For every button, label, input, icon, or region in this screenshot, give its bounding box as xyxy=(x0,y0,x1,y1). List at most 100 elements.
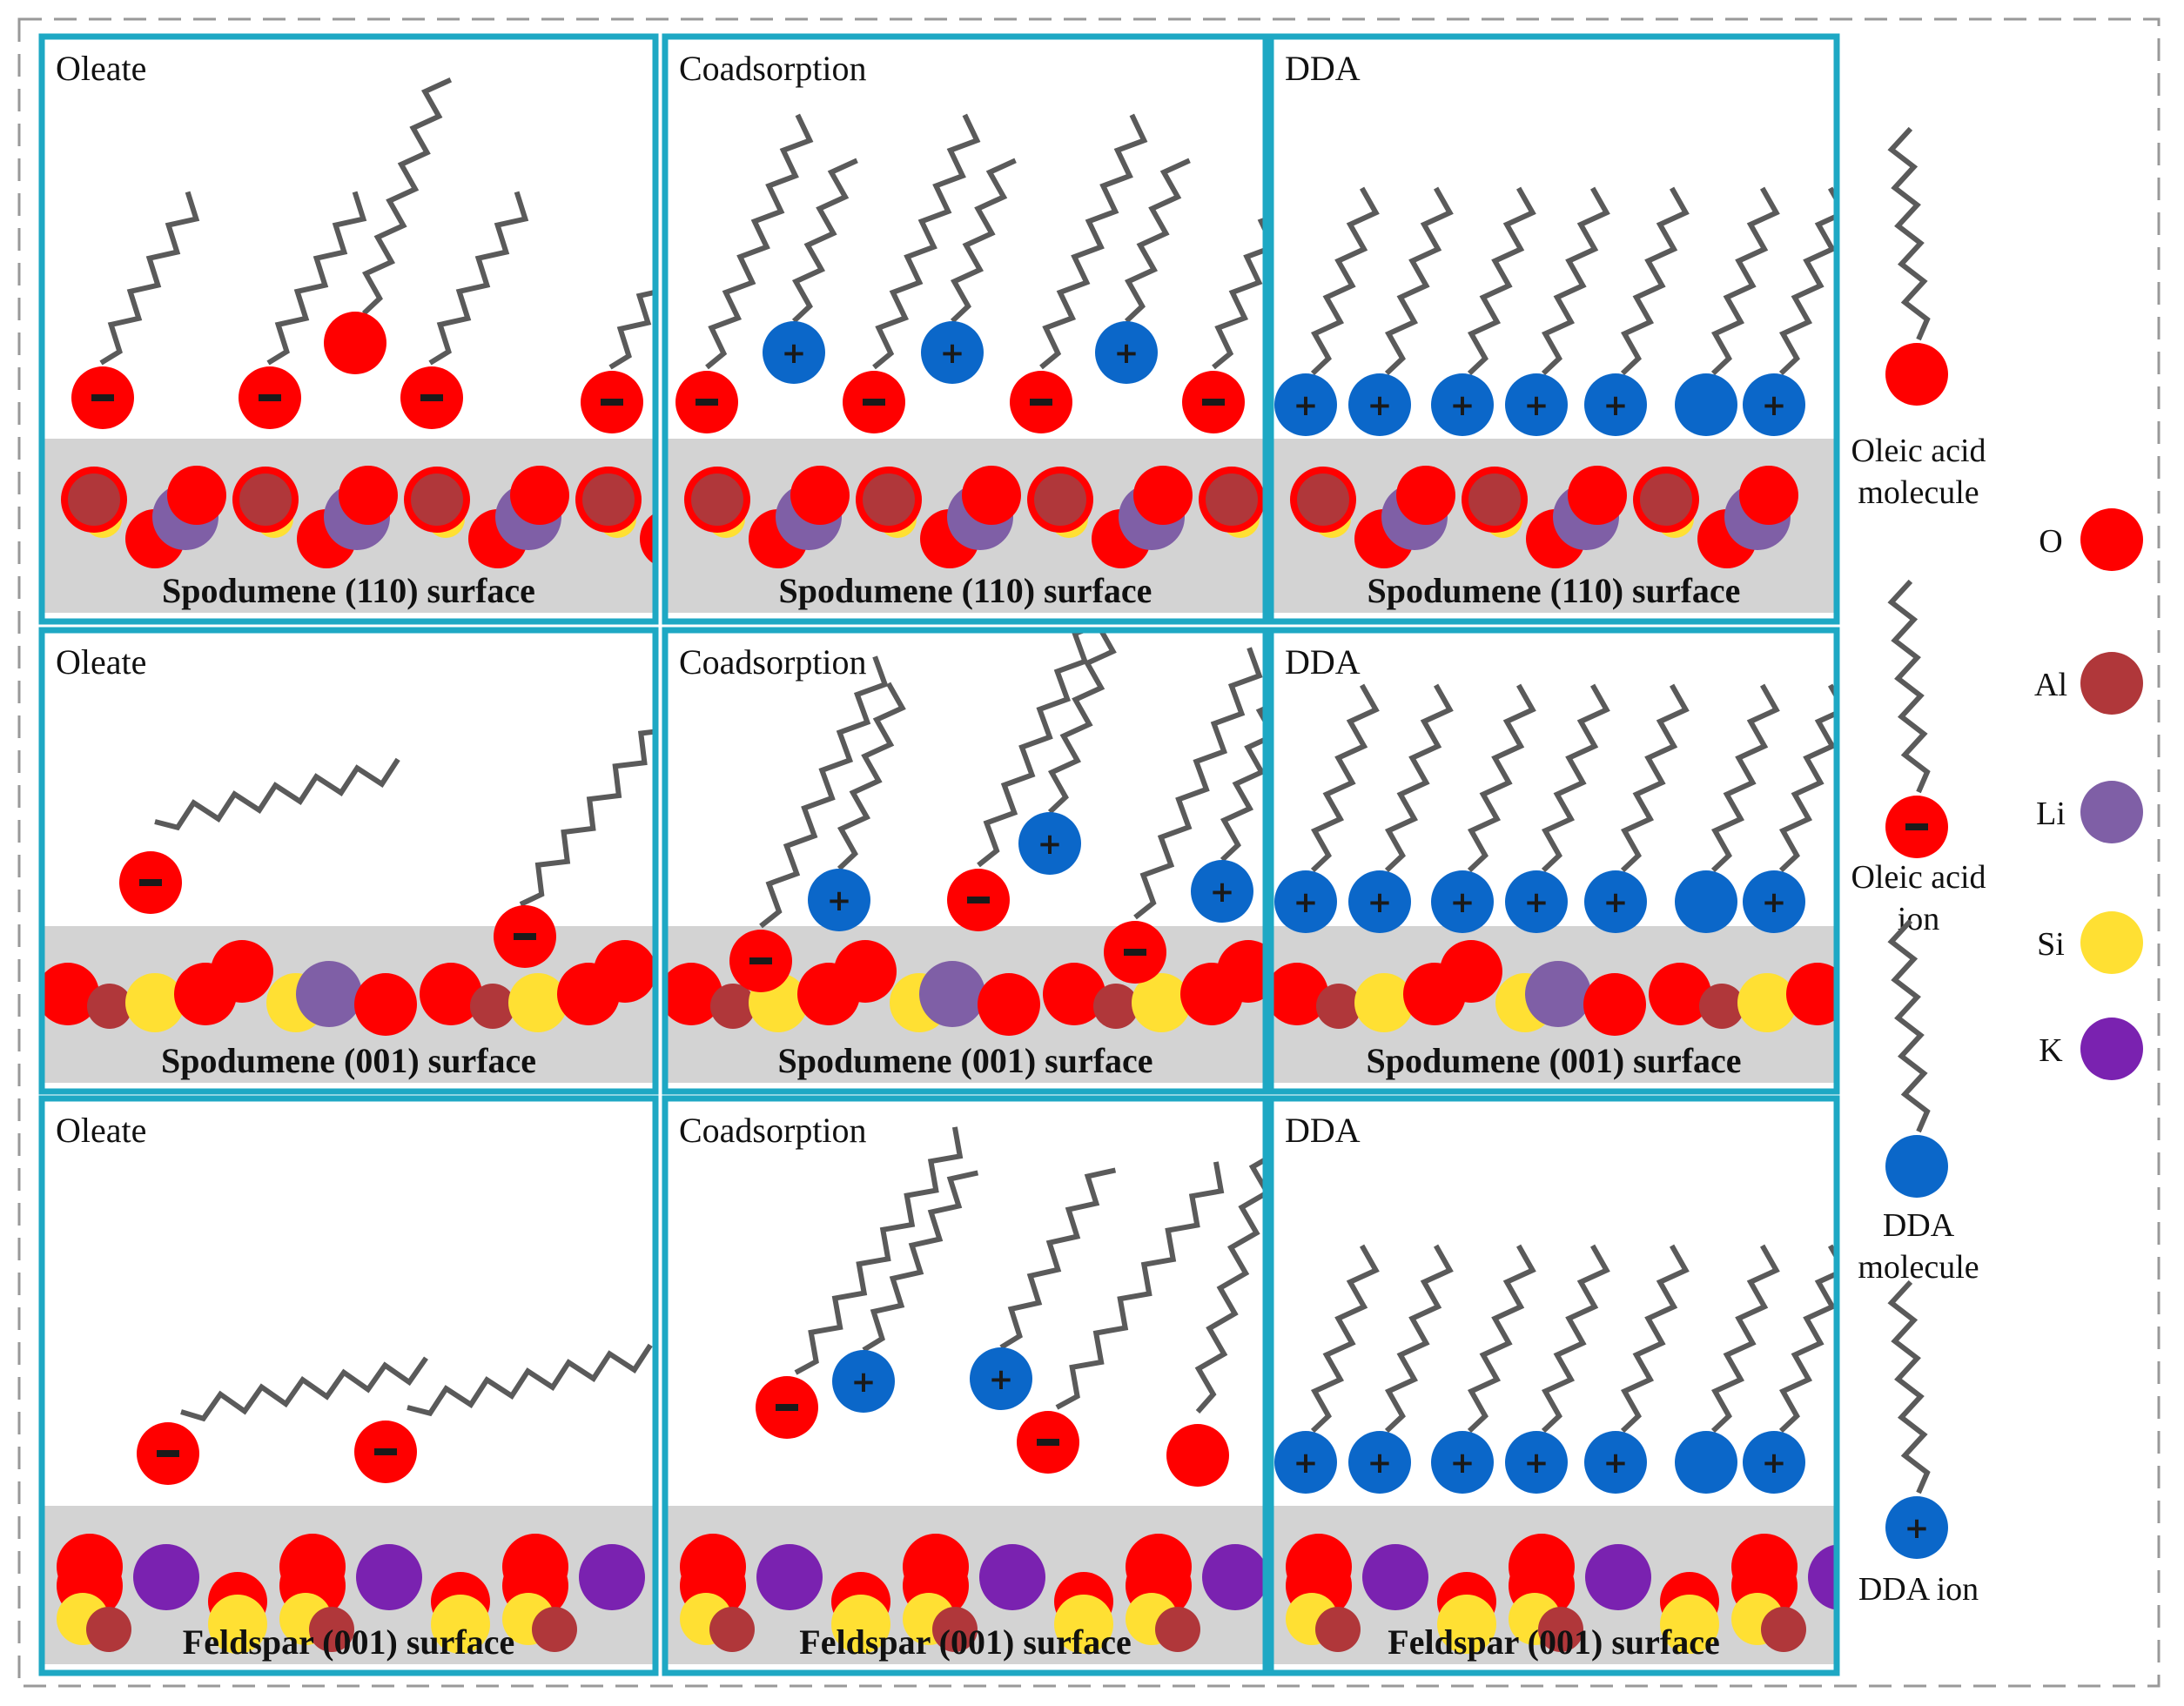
atom xyxy=(1354,973,1414,1032)
legend-atom-symbol: K xyxy=(2039,1032,2063,1069)
panel-title: Oleate xyxy=(56,642,146,682)
o-atom xyxy=(279,1534,346,1600)
dda-chain xyxy=(1384,1244,1454,1434)
si-atom xyxy=(1660,1595,1719,1654)
k-atom xyxy=(1202,1544,1266,1610)
al-atom xyxy=(1468,474,1521,526)
dda-ion-plus: + xyxy=(1294,1446,1319,1481)
dda-chain xyxy=(1124,158,1191,324)
al-atom xyxy=(1640,474,1692,526)
oleate-ion-minus xyxy=(776,1404,798,1411)
legend-atom-o: O xyxy=(2039,508,2143,571)
oleate-chain xyxy=(1133,647,1263,920)
oleate-chain xyxy=(1212,217,1266,370)
atom xyxy=(296,961,362,1027)
o-atom xyxy=(1568,466,1627,525)
atom xyxy=(1132,973,1191,1032)
surface-label: Spodumene (001) surface xyxy=(161,1041,536,1080)
dda-chain xyxy=(1384,683,1454,873)
si-atom xyxy=(1054,1595,1113,1654)
legend-dda-ion-head xyxy=(1885,1496,1948,1559)
surface-label: Feldspar (001) surface xyxy=(1388,1622,1719,1662)
oleate-chain xyxy=(794,1126,964,1375)
legend-dda-molecule-head xyxy=(1885,1135,1948,1198)
dda-ion xyxy=(970,1347,1032,1410)
legend-oleic-molecule-head xyxy=(1885,343,1948,406)
o-atom xyxy=(502,1534,568,1600)
legend-atom-li: Li xyxy=(2036,781,2143,843)
surface-label: Spodumene (001) surface xyxy=(777,1041,1152,1080)
k-atom xyxy=(756,1544,823,1610)
al-atom xyxy=(1155,1607,1200,1652)
panel-border xyxy=(38,627,659,1095)
si-atom xyxy=(831,1595,890,1654)
panel-r2-c2: + + + Coadsorption Spodumene (001) surface xyxy=(662,627,1269,1095)
al-atom xyxy=(1034,474,1086,526)
dda-ion-plus: + xyxy=(1210,875,1235,910)
dda-chain xyxy=(1710,186,1780,376)
si-atom xyxy=(208,1595,267,1654)
panel-border xyxy=(662,33,1269,625)
oleate-chain xyxy=(759,655,889,929)
oleate-ion-minus xyxy=(863,399,885,406)
o-atom xyxy=(1286,1534,1352,1600)
dda-ion xyxy=(1095,321,1158,384)
legend-label-line2: molecule xyxy=(1858,474,1979,511)
oleate-chain xyxy=(428,191,529,366)
o-atom xyxy=(680,1534,746,1600)
o-atom xyxy=(962,466,1021,525)
atom xyxy=(1043,963,1105,1025)
dda-chain xyxy=(1310,186,1380,376)
oleate-ion-minus xyxy=(259,394,281,401)
dda-ion-plus: + xyxy=(1368,1446,1393,1481)
dda-ion xyxy=(1431,1431,1494,1494)
atom xyxy=(354,973,417,1036)
panel-r1-c1: Oleate Spodumene (110) surface xyxy=(38,33,659,625)
dda-ion xyxy=(1274,1431,1337,1494)
panel-title: Oleate xyxy=(56,49,146,88)
oleate-ion-minus xyxy=(514,933,536,940)
oleate-ion-minus xyxy=(157,1450,179,1457)
oleate-chain xyxy=(872,113,981,370)
atom xyxy=(1737,973,1797,1032)
dda-chain xyxy=(1467,1244,1536,1434)
oleate-ion-minus xyxy=(696,399,718,406)
panel-content: + + + xyxy=(665,630,1266,1083)
surface-label: Spodumene (110) surface xyxy=(1368,571,1741,610)
oleate-ion-minus xyxy=(139,879,162,886)
dda-ion-plus: + xyxy=(1603,885,1629,920)
dda-ion-plus: + xyxy=(1762,388,1787,423)
dda-ion-plus: + xyxy=(782,336,807,371)
panel-title: DDA xyxy=(1285,49,1361,88)
dda-ion xyxy=(1743,373,1805,436)
al-atom xyxy=(86,1607,131,1652)
legend-atom-al: Al xyxy=(2034,652,2143,715)
legend-atom-o-swatch xyxy=(2080,508,2143,571)
dda-chain xyxy=(1310,683,1380,873)
atom xyxy=(1583,973,1646,1036)
oleate-ion-minus xyxy=(1202,399,1225,406)
al-atom xyxy=(1297,474,1349,526)
dda-chain xyxy=(1620,1244,1690,1434)
dda-ion-plus: + xyxy=(827,883,852,918)
legend-chain xyxy=(1887,579,1931,794)
legend-oleic-ion-head-minus xyxy=(1905,823,1928,830)
k-atom xyxy=(1362,1544,1428,1610)
legend-dda-molecule: DDA molecule xyxy=(1858,918,1979,1286)
dda-ion xyxy=(1274,373,1337,436)
o-atom xyxy=(1126,1534,1192,1600)
oleate-chain xyxy=(154,757,400,831)
panel-content: + + + + + + xyxy=(1271,683,1837,1083)
dda-ion-plus: + xyxy=(1368,388,1393,423)
panel-r2-c3: + + + + + + DDA Spodumene (001) surface xyxy=(1267,627,1840,1095)
k-atom xyxy=(1808,1544,1837,1610)
dda-ion-plus: + xyxy=(1524,1446,1549,1481)
dda-ion xyxy=(1348,373,1411,436)
oleate-chain xyxy=(266,191,367,366)
atom xyxy=(42,963,99,1025)
oleate-ion-minus xyxy=(967,897,990,903)
legend-dda-ion-head-plus: + xyxy=(1905,1511,1930,1546)
o-atom xyxy=(339,466,398,525)
